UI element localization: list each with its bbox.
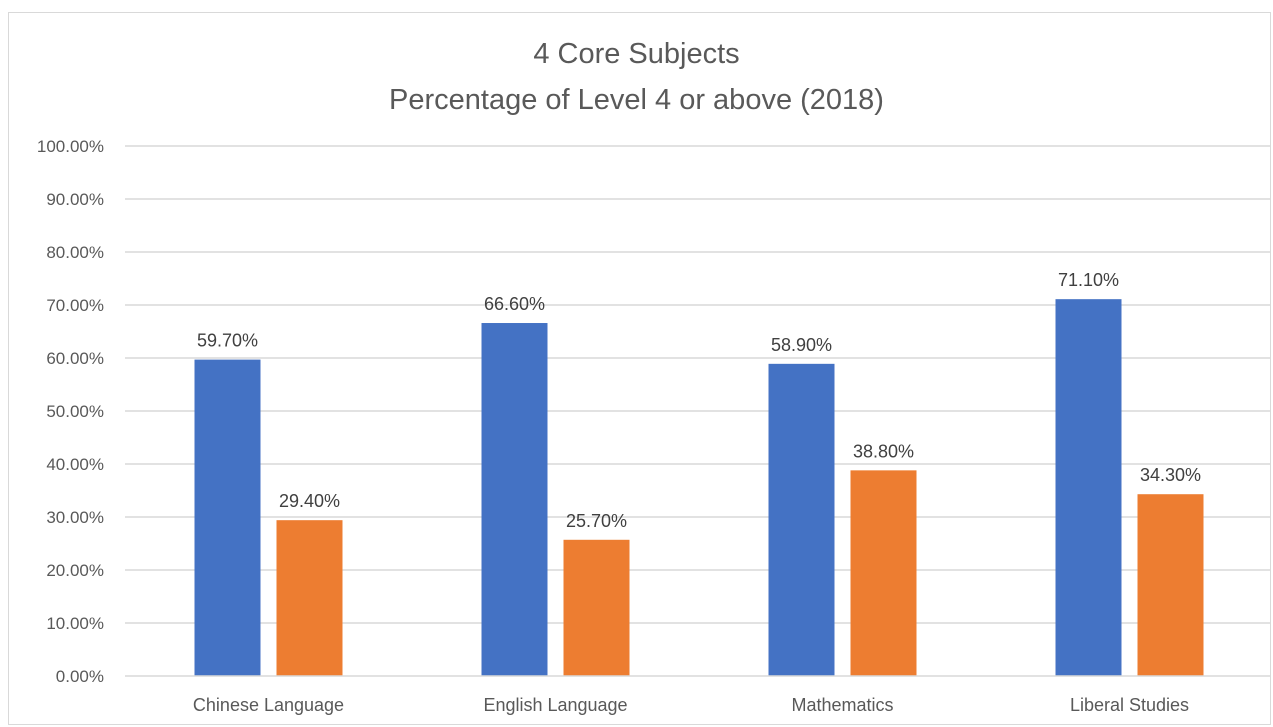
- y-tick-label: 30.00%: [46, 508, 104, 527]
- y-tick-label: 40.00%: [46, 455, 104, 474]
- data-label: 59.70%: [197, 331, 258, 351]
- x-tick-label: Liberal Studies: [1070, 695, 1189, 715]
- data-label: 58.90%: [771, 335, 832, 355]
- x-axis-category-labels: Chinese Language English Language Mathemat…: [193, 695, 1189, 715]
- bar-series-2-liberal-studies: [1137, 494, 1204, 676]
- x-tick-label: Chinese Language: [193, 695, 344, 715]
- bar-series-1-mathematics: [768, 363, 835, 676]
- bars: [194, 299, 1204, 676]
- x-tick-label: English Language: [483, 695, 627, 715]
- data-label: 29.40%: [279, 491, 340, 511]
- chart-title: 4 Core Subjects: [533, 38, 740, 70]
- y-tick-label: 60.00%: [46, 349, 104, 368]
- bar-series-2-mathematics: [850, 470, 917, 676]
- x-tick-label: Mathematics: [791, 695, 893, 715]
- bar-series-2-english-language: [563, 539, 630, 676]
- bar-series-1-english-language: [481, 323, 548, 676]
- bar-series-1-liberal-studies: [1055, 299, 1122, 676]
- data-labels: 59.70% 29.40% 66.60% 25.70% 58.90% 38.80% 71.1…: [197, 270, 1201, 531]
- y-tick-label: 20.00%: [46, 561, 104, 580]
- y-tick-label: 70.00%: [46, 296, 104, 315]
- data-label: 71.10%: [1058, 270, 1119, 290]
- data-label: 66.60%: [484, 294, 545, 314]
- y-tick-label: 50.00%: [46, 402, 104, 421]
- y-tick-label: 0.00%: [56, 667, 104, 686]
- y-tick-label: 90.00%: [46, 190, 104, 209]
- data-label: 38.80%: [853, 441, 914, 461]
- y-tick-label: 100.00%: [37, 137, 104, 156]
- bar-series-2-chinese-language: [276, 520, 343, 676]
- bar-series-1-chinese-language: [194, 359, 261, 676]
- y-tick-label: 10.00%: [46, 614, 104, 633]
- chart-subtitle: Percentage of Level 4 or above (2018): [389, 84, 884, 116]
- data-label: 34.30%: [1140, 465, 1201, 485]
- y-axis-tick-labels: 0.00% 10.00% 20.00% 30.00% 40.00% 50.00% 60.00…: [37, 137, 104, 686]
- y-tick-label: 80.00%: [46, 243, 104, 262]
- data-label: 25.70%: [566, 511, 627, 531]
